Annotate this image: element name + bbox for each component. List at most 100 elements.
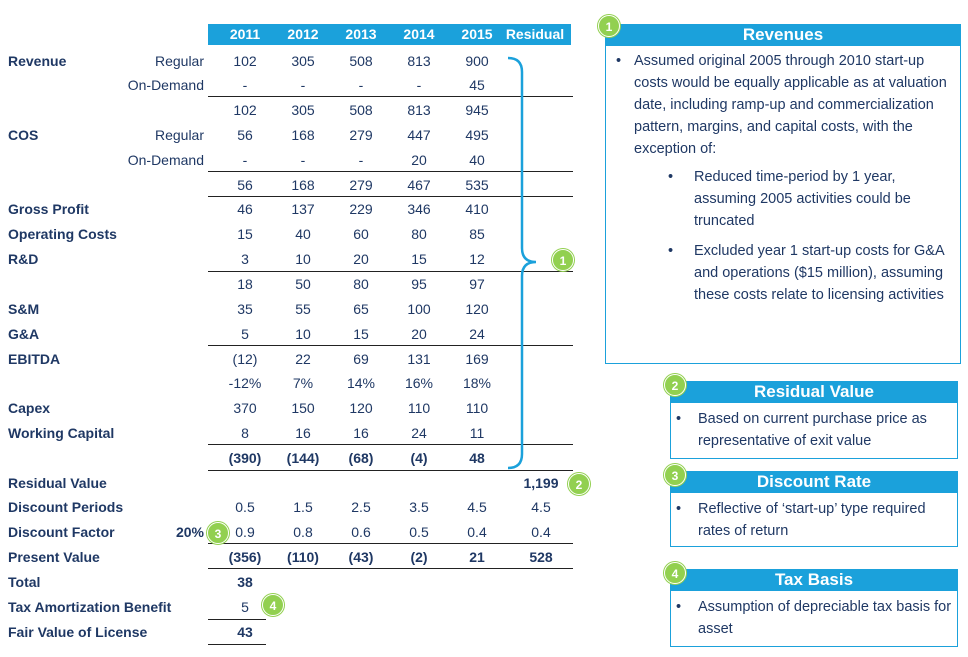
cell: 11 xyxy=(469,425,485,441)
callout-revenues-body: Assumed original 2005 through 2010 start… xyxy=(614,50,956,306)
divider xyxy=(208,171,573,172)
cell: 168 xyxy=(291,127,315,143)
divider xyxy=(208,345,573,346)
cell: 110 xyxy=(465,400,489,416)
divider xyxy=(208,470,573,471)
brace-icon xyxy=(507,56,537,470)
discount-rate-value: 20% xyxy=(175,524,204,540)
cell: 137 xyxy=(291,201,315,217)
cell: 0.9 xyxy=(235,524,255,540)
cell: 56 xyxy=(237,177,253,193)
callout-discount-title: Discount Rate xyxy=(670,471,958,493)
bubble-3: 3 xyxy=(207,522,229,544)
row-label-total: Total xyxy=(8,574,41,590)
cell: - xyxy=(300,77,306,93)
row-label-discount-factor: Discount Factor xyxy=(8,524,115,540)
callout-revenues-number: 1 xyxy=(598,15,620,37)
cell: 508 xyxy=(349,53,373,69)
cell: 45 xyxy=(469,77,485,93)
cell: 20 xyxy=(411,152,427,168)
divider xyxy=(208,444,573,445)
cell: 97 xyxy=(469,276,485,292)
cell: 467 xyxy=(407,177,431,193)
cell: 0.8 xyxy=(293,524,313,540)
header-2014: 2014 xyxy=(403,26,435,42)
cell: 22 xyxy=(295,351,311,367)
callout-revenues-title: Revenues xyxy=(605,24,961,46)
divider xyxy=(208,96,573,97)
row-label-cos: COS xyxy=(8,127,39,143)
cell: 10 xyxy=(295,326,311,342)
cell: 65 xyxy=(353,301,369,317)
cell: 410 xyxy=(465,201,489,217)
header-2011: 2011 xyxy=(229,26,261,42)
divider xyxy=(208,271,573,272)
cell: 4.5 xyxy=(531,499,551,515)
cell: 3 xyxy=(241,251,249,267)
cell: 48 xyxy=(469,450,485,466)
cell: (356) xyxy=(228,549,262,565)
cell: 120 xyxy=(465,301,489,317)
bubble-2: 2 xyxy=(568,473,590,495)
callout-discount-body: Reflective of ‘start-up’ type required r… xyxy=(674,498,956,542)
cell: (4) xyxy=(410,450,428,466)
cell: 2.5 xyxy=(351,499,371,515)
cell: 16 xyxy=(353,425,369,441)
cell-fair-value: 43 xyxy=(237,624,253,640)
cell: 5 xyxy=(241,326,249,342)
cell: 279 xyxy=(349,127,373,143)
cell: 20 xyxy=(411,326,427,342)
header-2012: 2012 xyxy=(287,26,319,42)
cell: (110) xyxy=(287,549,319,565)
divider xyxy=(208,543,573,544)
cell: 12 xyxy=(469,251,485,267)
cell: 80 xyxy=(353,276,369,292)
header-2015: 2015 xyxy=(461,26,493,42)
cell: 24 xyxy=(411,425,427,441)
callout-tax-bullet: Assumption of depreciable tax basis for … xyxy=(674,596,956,640)
cell: 18 xyxy=(237,276,253,292)
callout-residual-title: Residual Value xyxy=(670,381,958,403)
cell: 495 xyxy=(465,127,489,143)
cell: 3.5 xyxy=(409,499,429,515)
cell: 14% xyxy=(346,375,376,391)
cell: (68) xyxy=(348,450,374,466)
cell: 0.5 xyxy=(409,524,429,540)
cell: 279 xyxy=(349,177,373,193)
cell: 346 xyxy=(407,201,431,217)
cell: 169 xyxy=(465,351,489,367)
cell: 120 xyxy=(349,400,373,416)
row-sublabel-revenue-regular: Regular xyxy=(154,53,204,69)
cell-residual-value: 1,199 xyxy=(523,475,559,491)
cell: 24 xyxy=(469,326,485,342)
cell: 7% xyxy=(292,375,314,391)
cell: 40 xyxy=(295,226,311,242)
cell: 21 xyxy=(469,549,485,565)
cell: - xyxy=(242,152,248,168)
cell: -12% xyxy=(228,375,262,391)
cell: - xyxy=(358,152,364,168)
cell: 0.6 xyxy=(351,524,371,540)
callout-discount-number: 3 xyxy=(664,464,686,486)
row-label-working-capital: Working Capital xyxy=(8,425,115,441)
cell: 813 xyxy=(407,53,431,69)
cell: 0.4 xyxy=(467,524,487,540)
callout-tax-number: 4 xyxy=(664,562,686,584)
cell-total: 38 xyxy=(237,574,253,590)
cell: 15 xyxy=(411,251,427,267)
cell: (390) xyxy=(228,450,262,466)
row-label-gross-profit: Gross Profit xyxy=(8,201,89,217)
callout-tax-title: Tax Basis xyxy=(670,569,958,591)
cell: 535 xyxy=(465,177,489,193)
cell: 40 xyxy=(469,152,485,168)
row-label-ebitda: EBITDA xyxy=(8,351,61,367)
header-2013: 2013 xyxy=(345,26,377,42)
table-header-bar xyxy=(208,24,571,45)
cell: 16 xyxy=(295,425,311,441)
row-label-present-value: Present Value xyxy=(8,549,100,565)
cell: (144) xyxy=(286,450,320,466)
cell: 69 xyxy=(353,351,369,367)
cell: 15 xyxy=(237,226,253,242)
cell: 4.5 xyxy=(467,499,487,515)
cell: (2) xyxy=(410,549,428,565)
